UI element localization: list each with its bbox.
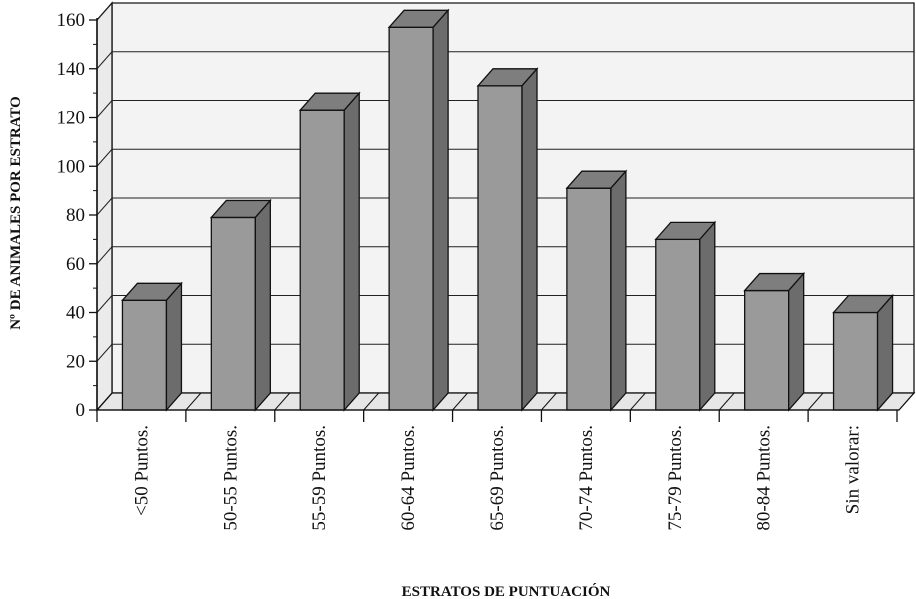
bar — [565, 169, 628, 412]
axes-group: 0 20 40 60 80 100 120 140 160 <50 Puntos. 50-55 Pu… — [57, 10, 899, 531]
x-tick-label: 65-69 Puntos. — [487, 425, 508, 531]
x-depth-tick — [185, 392, 202, 411]
y-tick-label: 140 — [57, 59, 86, 80]
x-tick-label: 55-59 Puntos. — [309, 425, 330, 531]
bar-side — [788, 271, 805, 412]
x-tick-label: 60-64 Puntos. — [398, 425, 419, 531]
bar-front — [121, 299, 168, 411]
x-axis-title: ESTRATOS DE PUNTUACIÓN — [402, 583, 611, 599]
bar-front — [655, 238, 701, 411]
gridline-depth — [96, 197, 113, 216]
y-tick-label: 120 — [57, 108, 86, 129]
y-axis-title: Nº DE ANIMALES POR ESTRATO — [8, 96, 24, 330]
bar-side — [610, 169, 627, 412]
y-tick-label: 0 — [76, 400, 86, 421]
bar — [654, 220, 717, 412]
y-tick-label: 60 — [66, 254, 85, 275]
bar-side — [432, 8, 449, 412]
x-depth-tick — [541, 392, 557, 411]
bar-side — [254, 198, 271, 412]
x-depth-tick — [629, 392, 646, 411]
y-tick-label: 80 — [66, 205, 85, 226]
gridline-depth — [96, 295, 113, 313]
bar-front — [566, 187, 612, 411]
bar-front — [744, 289, 790, 411]
y-tick-label: 20 — [66, 351, 85, 372]
bar — [743, 271, 806, 412]
x-tick-label: 70-74 Puntos. — [576, 425, 597, 531]
bar — [387, 8, 450, 412]
x-depth-tick — [96, 392, 113, 411]
bar-side — [165, 281, 183, 412]
bar-side — [876, 293, 894, 412]
x-tick-label: 75-79 Puntos. — [665, 425, 686, 531]
bars-group — [121, 8, 894, 412]
bar-front — [210, 216, 256, 411]
bar — [476, 67, 539, 412]
x-tick-label: 50-55 Puntos. — [220, 425, 241, 531]
gridline-depth — [96, 2, 113, 21]
bar-front — [299, 109, 345, 411]
gridline-depth — [96, 148, 113, 167]
x-tick-label: <50 Puntos. — [131, 425, 152, 516]
x-depth-tick — [274, 392, 291, 411]
y-tick-label: 40 — [66, 303, 85, 324]
bar — [209, 198, 272, 412]
bar — [832, 293, 894, 412]
y-tick-label: 100 — [57, 156, 86, 177]
gridline-depth — [96, 246, 113, 265]
bar-side — [521, 67, 538, 412]
x-depth-tick — [807, 392, 824, 411]
bar-front — [477, 85, 523, 411]
x-tick-label: Sin valorar: — [843, 425, 864, 514]
x-tick-label: 80-84 Puntos. — [754, 425, 775, 531]
y-tick-label: 160 — [57, 10, 86, 31]
bar — [121, 281, 183, 412]
x-depth-tick — [363, 392, 380, 411]
bar-side — [699, 220, 716, 412]
bar-front — [388, 26, 434, 411]
bar — [298, 91, 361, 412]
gridline-depth — [96, 343, 113, 362]
gridline-depth — [96, 100, 113, 118]
gridline-depth — [96, 51, 113, 70]
x-depth-tick — [452, 392, 468, 411]
x-depth-tick — [718, 392, 735, 411]
bar-side — [343, 91, 360, 412]
bar-front — [832, 311, 879, 411]
